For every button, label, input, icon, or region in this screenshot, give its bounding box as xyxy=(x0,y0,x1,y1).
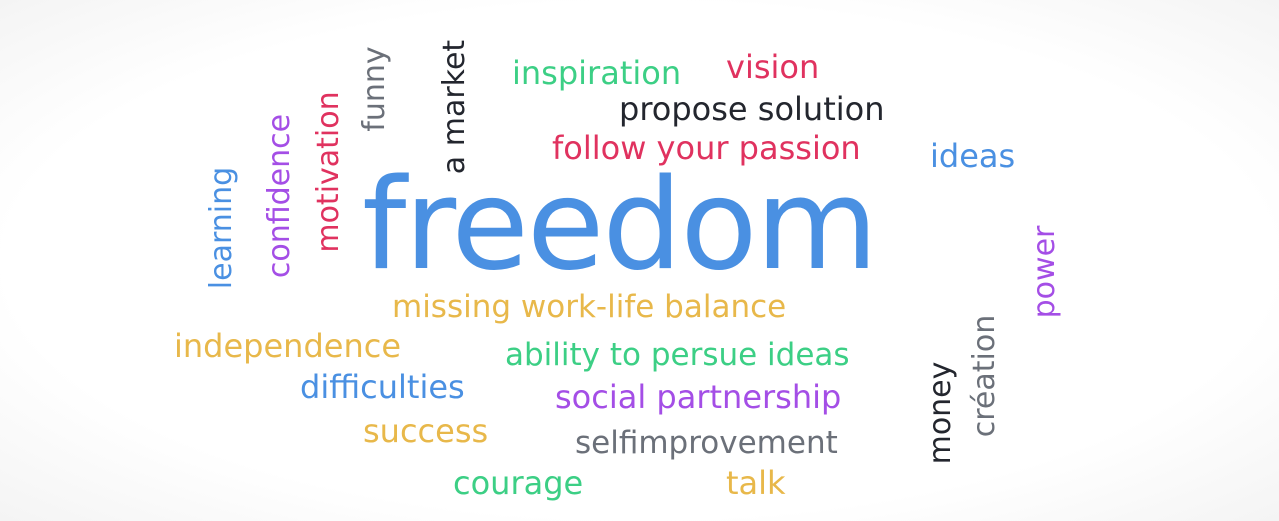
word-independence: independence xyxy=(174,327,402,365)
word-motivation: motivation xyxy=(311,91,346,253)
word-learning: learning xyxy=(204,166,239,290)
word-difficulties: difficulties xyxy=(300,368,465,406)
word-creation: création xyxy=(967,314,1002,438)
word-ability-to-persue-ideas: ability to persue ideas xyxy=(505,337,850,373)
word-social-partnership: social partnership xyxy=(555,378,842,416)
word-inspiration: inspiration xyxy=(512,54,682,92)
word-money: money xyxy=(923,361,958,465)
word-vision: vision xyxy=(726,48,820,86)
word-follow-your-passion: follow your passion xyxy=(552,129,861,167)
word-propose-solution: propose solution xyxy=(619,90,885,128)
word-funny: funny xyxy=(357,46,392,132)
word-missing-work-life-balance: missing work-life balance xyxy=(392,289,787,325)
word-talk: talk xyxy=(726,464,786,502)
word-a-market: a market xyxy=(437,39,472,175)
word-power: power xyxy=(1027,225,1062,319)
word-freedom: freedom xyxy=(362,151,878,298)
word-selfimprovement: selfimprovement xyxy=(575,425,838,461)
word-success: success xyxy=(363,412,489,450)
word-courage: courage xyxy=(453,464,584,502)
word-ideas: ideas xyxy=(930,137,1016,175)
word-confidence: confidence xyxy=(262,113,297,279)
